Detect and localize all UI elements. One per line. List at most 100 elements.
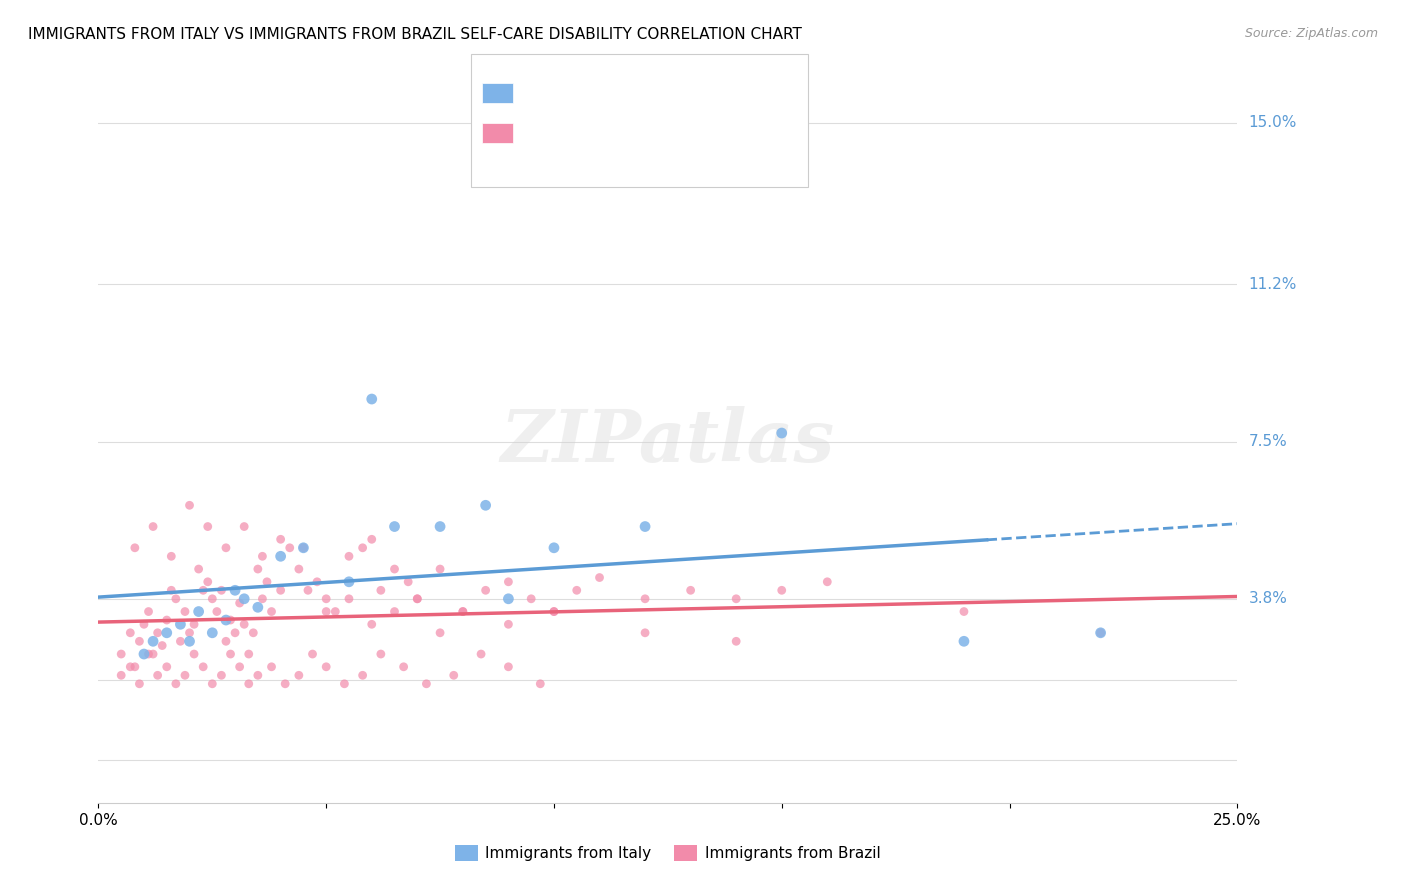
Point: [360, 617, 382, 632]
Point: [228, 660, 250, 674]
Point: [197, 574, 219, 589]
Point: [201, 677, 224, 691]
Point: [315, 605, 337, 619]
Point: [443, 668, 465, 682]
Point: [429, 625, 451, 640]
Point: [352, 541, 374, 555]
Point: [288, 668, 311, 682]
Point: [406, 591, 429, 606]
Point: [215, 634, 238, 648]
Point: [360, 392, 382, 406]
Point: [252, 591, 274, 606]
Point: [297, 583, 319, 598]
Point: [246, 668, 269, 682]
Point: [156, 625, 179, 640]
Point: [260, 605, 283, 619]
Point: [337, 549, 360, 564]
Point: [169, 634, 191, 648]
Text: 24: 24: [640, 82, 661, 96]
Point: [815, 574, 838, 589]
Point: [292, 541, 315, 555]
Point: [156, 660, 179, 674]
Legend: Immigrants from Italy, Immigrants from Brazil: Immigrants from Italy, Immigrants from B…: [449, 839, 887, 867]
Point: [352, 668, 374, 682]
Point: [520, 591, 543, 606]
Point: [1090, 625, 1112, 640]
Point: [246, 562, 269, 576]
Text: R =: R =: [506, 122, 540, 136]
Point: [953, 605, 976, 619]
Point: [634, 519, 657, 533]
Point: [183, 617, 205, 632]
Point: [193, 660, 215, 674]
Point: [193, 583, 215, 598]
Point: [215, 613, 238, 627]
Text: 7.5%: 7.5%: [1249, 434, 1286, 449]
Text: R =: R =: [506, 82, 540, 96]
Point: [429, 562, 451, 576]
Point: [187, 562, 209, 576]
Point: [209, 583, 232, 598]
Point: [128, 634, 150, 648]
Point: [370, 647, 392, 661]
Point: [146, 625, 169, 640]
Point: [333, 677, 356, 691]
Point: [219, 647, 242, 661]
Point: [150, 639, 173, 653]
Point: [165, 677, 187, 691]
Point: [224, 583, 246, 598]
Point: [451, 605, 474, 619]
Point: [183, 647, 205, 661]
Point: [451, 605, 474, 619]
Point: [246, 600, 269, 615]
Point: [174, 668, 197, 682]
Point: [498, 660, 520, 674]
Point: [201, 591, 224, 606]
Point: [197, 519, 219, 533]
Point: [360, 533, 382, 547]
Text: 15.0%: 15.0%: [1249, 115, 1296, 130]
Point: [565, 583, 588, 598]
Point: [219, 613, 242, 627]
Point: [278, 541, 301, 555]
Point: [120, 660, 142, 674]
Point: [396, 574, 419, 589]
Point: [315, 660, 337, 674]
Point: [498, 591, 520, 606]
Point: [228, 596, 250, 610]
Text: 11.2%: 11.2%: [1249, 277, 1296, 292]
Text: N =: N =: [605, 82, 638, 96]
Point: [124, 660, 146, 674]
Point: [233, 617, 256, 632]
Point: [142, 634, 165, 648]
Point: [156, 613, 179, 627]
Point: [1090, 625, 1112, 640]
Text: ZIPatlas: ZIPatlas: [501, 406, 835, 477]
Point: [270, 583, 292, 598]
Point: [543, 605, 565, 619]
Point: [142, 519, 165, 533]
Point: [238, 677, 260, 691]
Point: [474, 583, 496, 598]
Point: [770, 425, 793, 440]
Point: [142, 647, 165, 661]
Point: [498, 574, 520, 589]
Point: [120, 625, 142, 640]
Point: [470, 647, 492, 661]
Point: [242, 625, 264, 640]
Point: [238, 647, 260, 661]
Point: [124, 541, 146, 555]
Point: [498, 617, 520, 632]
Point: [205, 605, 228, 619]
Point: [323, 605, 346, 619]
Point: [215, 541, 238, 555]
Point: [384, 519, 406, 533]
Text: 112: 112: [640, 122, 672, 136]
Point: [634, 625, 657, 640]
Point: [315, 591, 337, 606]
Point: [224, 625, 246, 640]
Point: [187, 605, 209, 619]
Point: [770, 583, 793, 598]
Point: [370, 583, 392, 598]
Point: [256, 574, 278, 589]
